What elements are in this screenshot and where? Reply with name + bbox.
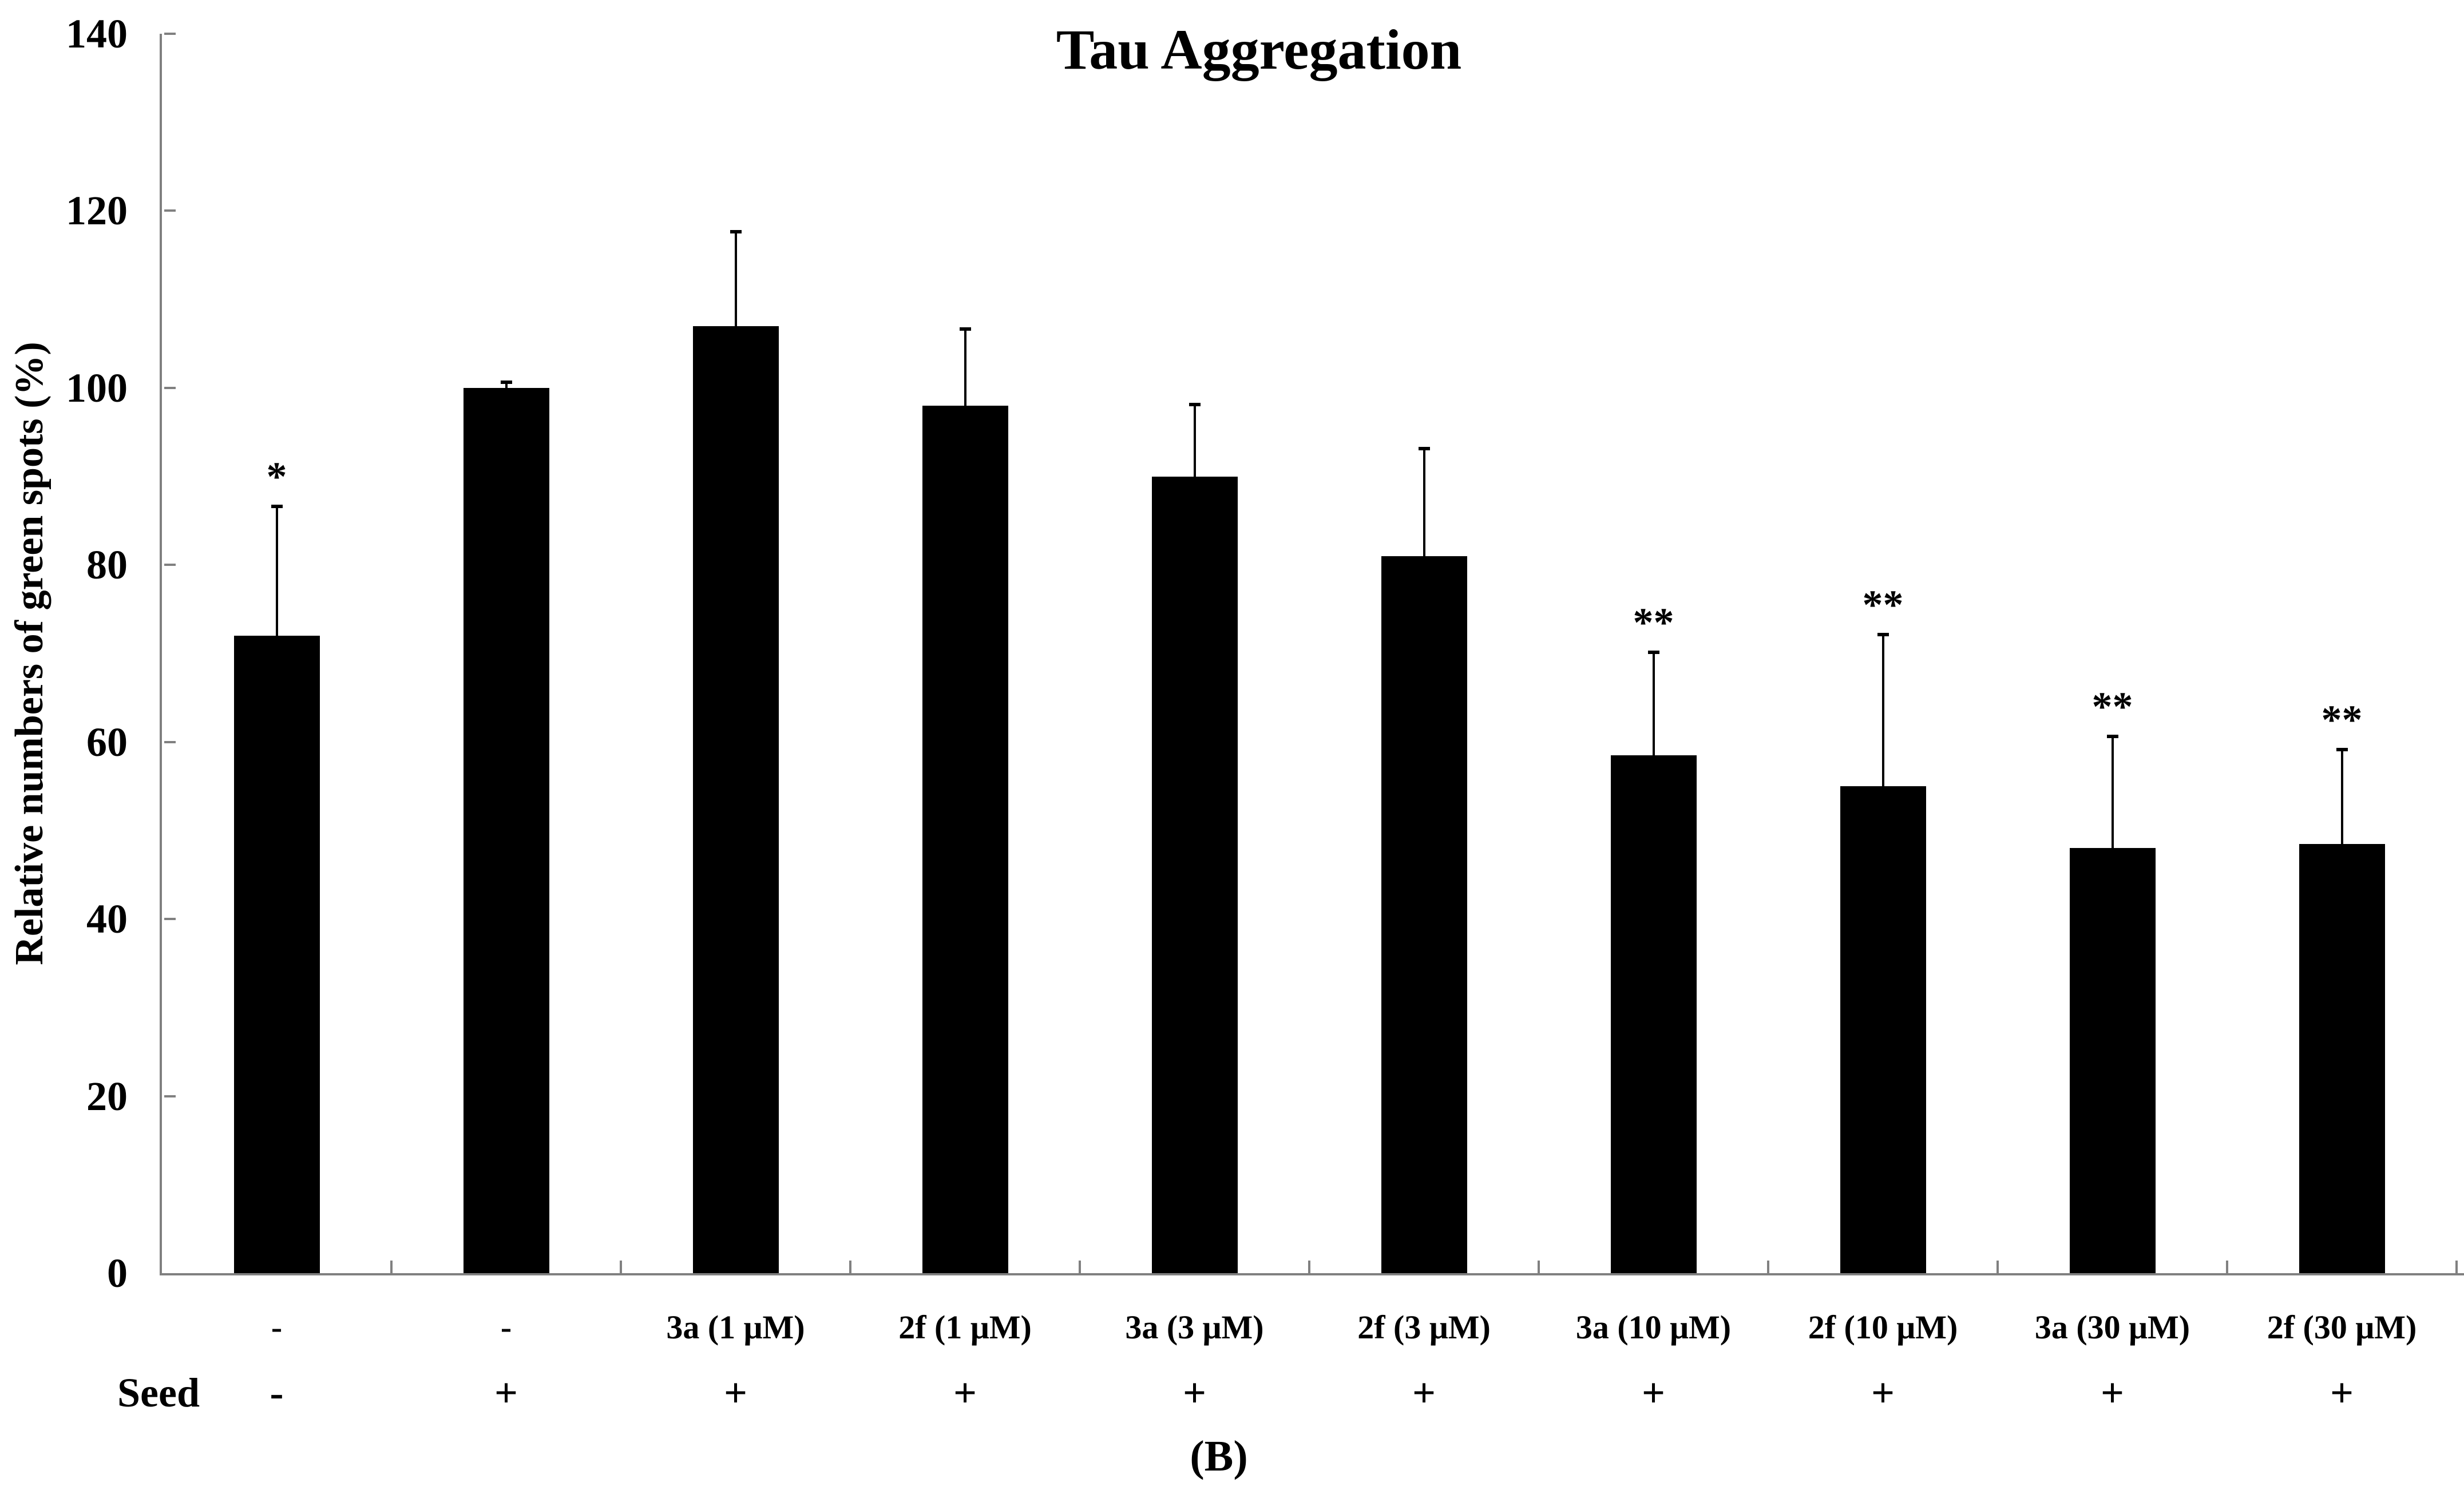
x-category-label: 3a (10 μM): [1575, 1309, 1732, 1346]
seed-value: +: [1412, 1370, 1436, 1416]
error-bar-cap: [2336, 748, 2348, 752]
seed-row-label: Seed: [117, 1370, 200, 1416]
bar: [233, 636, 320, 1273]
x-tick: [390, 1261, 393, 1273]
y-tick-label: 140: [66, 11, 128, 57]
error-bar: [1423, 450, 1425, 573]
y-tick: [164, 740, 176, 743]
y-tick-label: 100: [66, 364, 128, 411]
bar: [1610, 755, 1697, 1273]
significance-label: **: [2091, 683, 2133, 730]
x-tick: [1996, 1261, 1999, 1273]
y-tick-label: 80: [86, 542, 128, 588]
bar: [463, 387, 549, 1273]
x-category-label: 3a (3 μM): [1125, 1309, 1264, 1346]
y-tick-label: 0: [107, 1250, 128, 1296]
x-axis-line: [160, 1273, 2464, 1275]
error-bar-cap: [2106, 734, 2118, 738]
x-tick: [2455, 1261, 2458, 1273]
x-tick: [1308, 1261, 1310, 1273]
panel-label: (B): [1190, 1432, 1248, 1480]
x-tick: [2226, 1261, 2228, 1273]
seed-value: +: [2330, 1370, 2354, 1416]
bar: [1151, 476, 1238, 1273]
error-bar-cap: [1647, 651, 1659, 654]
y-tick-label: 60: [86, 719, 128, 765]
chart-title: Tau Aggregation: [1056, 18, 1462, 81]
error-bar: [2111, 737, 2114, 866]
bar: [692, 326, 779, 1273]
error-bar-cap: [271, 504, 283, 508]
error-bar: [1881, 636, 1884, 804]
y-tick: [164, 918, 176, 921]
significance-label: **: [1862, 582, 1904, 628]
error-bar: [275, 507, 278, 653]
bar: [1381, 556, 1467, 1273]
x-tick: [849, 1261, 851, 1273]
significance-label: *: [266, 453, 287, 500]
seed-value: +: [723, 1370, 748, 1416]
error-bar: [964, 330, 966, 423]
seed-value: +: [1871, 1370, 1895, 1416]
y-tick: [164, 209, 176, 212]
seed-value: +: [1641, 1370, 1666, 1416]
x-category-label: 2f (30 μM): [2267, 1309, 2417, 1346]
bar: [922, 405, 1008, 1273]
y-axis-line: [160, 34, 162, 1275]
x-category-label: -: [271, 1309, 283, 1346]
error-bar-cap: [1418, 447, 1430, 451]
error-bar-cap: [500, 381, 512, 385]
significance-label: **: [2321, 697, 2363, 743]
seed-value: +: [1182, 1370, 1207, 1416]
x-tick: [1538, 1261, 1540, 1273]
seed-value: +: [2100, 1370, 2125, 1416]
y-tick: [164, 1095, 176, 1097]
y-axis-label: Relative numbers of green spots (%): [7, 342, 52, 965]
seed-value: +: [494, 1370, 518, 1416]
x-category-label: 3a (30 μM): [2034, 1309, 2190, 1346]
error-bar-cap: [1877, 633, 1889, 637]
bar: [1840, 786, 1926, 1273]
error-bar: [734, 233, 737, 343]
seed-value: -: [270, 1370, 284, 1416]
significance-label: **: [1633, 600, 1674, 645]
error-bar-cap: [959, 327, 971, 331]
y-tick-label: 40: [86, 896, 128, 942]
error-bar: [1193, 405, 1196, 494]
error-bar: [2340, 751, 2343, 861]
x-category-label: 3a (1 μM): [666, 1309, 805, 1346]
error-bar: [1652, 653, 1655, 772]
y-tick: [164, 33, 176, 35]
error-bar-cap: [730, 230, 742, 234]
seed-value: +: [953, 1370, 977, 1416]
y-tick-label: 20: [86, 1073, 128, 1119]
x-category-label: 2f (3 μM): [1357, 1309, 1491, 1346]
y-tick-label: 120: [66, 188, 128, 234]
x-category-label: -: [500, 1309, 512, 1346]
y-tick: [164, 564, 176, 566]
bar: [2069, 848, 2156, 1273]
x-tick: [620, 1261, 622, 1273]
x-tick: [1767, 1261, 1769, 1273]
bar: [2299, 843, 2385, 1273]
x-category-label: 2f (1 μM): [898, 1309, 1032, 1346]
error-bar-cap: [1189, 402, 1201, 406]
y-tick: [164, 386, 176, 389]
x-category-label: 2f (10 μM): [1808, 1309, 1958, 1346]
x-tick: [1079, 1261, 1081, 1273]
